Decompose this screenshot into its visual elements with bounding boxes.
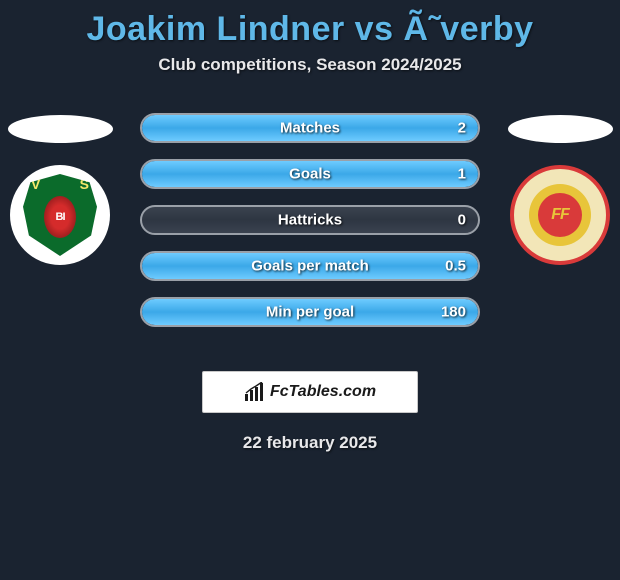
stat-bar: Goals 1: [140, 159, 480, 189]
stat-label: Goals: [289, 166, 331, 183]
stat-bar: Min per goal 180: [140, 297, 480, 327]
brand-text: FcTables.com: [270, 383, 376, 401]
right-player-placeholder: [508, 115, 613, 143]
badge-inner-circle: FF: [529, 184, 591, 246]
main-row: BI Matches 2 Goals 1 Hattricks 0 Goals per mat…: [0, 103, 620, 363]
stat-value-right: 0.5: [445, 258, 466, 275]
left-player-column: BI: [0, 103, 120, 265]
stat-label: Min per goal: [266, 304, 354, 321]
brand-box[interactable]: FcTables.com: [202, 371, 418, 413]
chart-icon: [244, 382, 264, 402]
shield-icon: BI: [23, 174, 97, 256]
stat-value-right: 2: [458, 120, 466, 137]
stat-label: Goals per match: [251, 258, 369, 275]
stat-label: Hattricks: [278, 212, 342, 229]
stat-bar: Goals per match 0.5: [140, 251, 480, 281]
right-player-column: FF: [500, 103, 620, 265]
comparison-card: Joakim Lindner vs Ã˜verby Club competiti…: [0, 0, 620, 453]
stat-value-right: 1: [458, 166, 466, 183]
left-club-badge: BI: [10, 165, 110, 265]
right-club-badge: FF: [510, 165, 610, 265]
page-title: Joakim Lindner vs Ã˜verby: [0, 0, 620, 55]
subtitle: Club competitions, Season 2024/2025: [0, 55, 620, 103]
stat-label: Matches: [280, 120, 340, 137]
stats-column: Matches 2 Goals 1 Hattricks 0 Goals per match 0…: [140, 113, 480, 343]
stat-value-right: 180: [441, 304, 466, 321]
stat-bar: Matches 2: [140, 113, 480, 143]
badge-center-text: BI: [56, 211, 65, 223]
stat-bar: Hattricks 0: [140, 205, 480, 235]
badge-inner-text: FF: [551, 206, 569, 224]
date-line: 22 february 2025: [0, 433, 620, 453]
left-player-placeholder: [8, 115, 113, 143]
stat-value-right: 0: [458, 212, 466, 229]
